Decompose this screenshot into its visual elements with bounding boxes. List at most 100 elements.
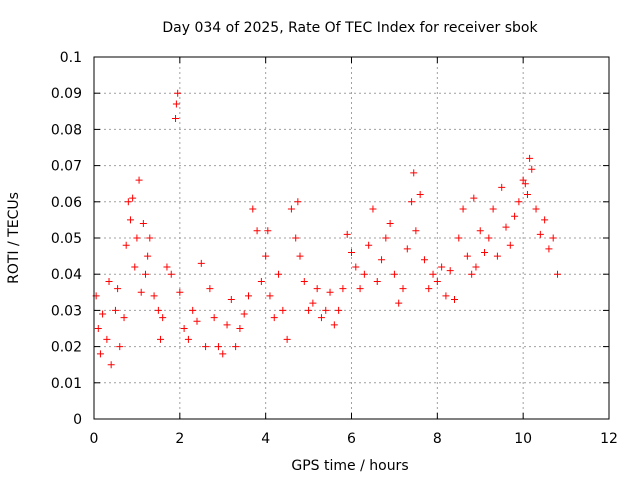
- data-point: [352, 263, 360, 271]
- x-axis-ticks: 0 2 4 6 8 10 12: [90, 57, 618, 447]
- data-point: [116, 343, 124, 351]
- data-point: [463, 252, 471, 260]
- data-point: [339, 285, 347, 293]
- data-point: [210, 314, 218, 322]
- data-point: [502, 223, 510, 231]
- data-point: [193, 317, 201, 325]
- data-point: [395, 299, 403, 307]
- data-point: [94, 325, 102, 332]
- data-point: [369, 205, 377, 213]
- y-tick-label: 0: [73, 412, 82, 428]
- data-point: [176, 288, 184, 296]
- y-tick-label: 0.07: [51, 159, 82, 175]
- data-point: [360, 270, 368, 278]
- data-point: [180, 325, 188, 332]
- data-point: [410, 169, 418, 177]
- data-point: [541, 216, 549, 224]
- data-point: [378, 256, 386, 264]
- data-point: [114, 285, 122, 293]
- data-point: [227, 296, 235, 304]
- data-point: [470, 194, 478, 202]
- data-point: [356, 285, 364, 293]
- data-point: [253, 227, 261, 235]
- chart-title: Day 034 of 2025, Rate Of TEC Index for r…: [162, 20, 538, 36]
- y-tick-label: 0.06: [51, 195, 82, 211]
- data-point: [111, 306, 119, 314]
- data-point: [146, 234, 154, 242]
- data-point: [317, 314, 325, 322]
- data-point: [294, 198, 302, 206]
- data-point: [219, 350, 227, 358]
- data-point: [283, 335, 291, 343]
- data-point: [133, 234, 141, 242]
- data-point: [532, 205, 540, 213]
- data-point: [521, 180, 529, 188]
- data-point: [139, 220, 147, 228]
- grid: [94, 57, 609, 419]
- y-tick-label: 0.04: [51, 267, 82, 283]
- data-point: [287, 205, 295, 213]
- data-point: [506, 241, 514, 249]
- data-point: [144, 252, 152, 260]
- y-tick-label: 0.1: [60, 50, 82, 66]
- data-point: [300, 277, 308, 285]
- data-point: [365, 241, 373, 249]
- data-point: [150, 292, 158, 300]
- data-point: [545, 245, 553, 253]
- data-point: [468, 270, 476, 278]
- data-point: [202, 343, 210, 351]
- data-point: [493, 252, 501, 260]
- x-tick-label: 0: [90, 431, 99, 447]
- data-point: [526, 154, 534, 162]
- data-point: [292, 234, 300, 242]
- data-point: [266, 292, 274, 300]
- data-point: [511, 212, 519, 220]
- x-tick-label: 6: [347, 431, 356, 447]
- x-tick-label: 2: [175, 431, 184, 447]
- data-point: [124, 198, 132, 206]
- data-point: [167, 270, 175, 278]
- data-point: [264, 227, 272, 235]
- y-tick-label: 0.09: [51, 86, 82, 102]
- data-point: [172, 115, 180, 123]
- data-point: [386, 220, 394, 228]
- data-point: [159, 314, 167, 322]
- data-point: [107, 361, 115, 369]
- y-axis-ticks: 0 0.01 0.02 0.03 0.04 0.05 0.06 0.07 0.08 0.09 0.1: [51, 50, 609, 428]
- data-point: [489, 205, 497, 213]
- data-point: [135, 176, 143, 184]
- data-point: [172, 100, 180, 108]
- data-point: [240, 310, 248, 318]
- data-point: [326, 288, 334, 296]
- data-point: [472, 263, 480, 271]
- y-tick-label: 0.08: [51, 122, 82, 138]
- data-point: [429, 270, 437, 278]
- y-tick-label: 0.03: [51, 303, 82, 319]
- data-point: [554, 270, 561, 278]
- data-point: [279, 306, 287, 314]
- y-tick-label: 0.01: [51, 376, 82, 392]
- data-point: [257, 277, 265, 285]
- data-point: [498, 183, 506, 191]
- data-point: [403, 245, 411, 253]
- data-point: [523, 191, 531, 199]
- data-point: [446, 267, 454, 275]
- data-point: [515, 198, 523, 206]
- x-tick-label: 4: [261, 431, 270, 447]
- data-point: [131, 263, 139, 271]
- data-point: [197, 259, 205, 267]
- data-point: [184, 335, 192, 343]
- data-point: [245, 292, 252, 300]
- data-point: [313, 285, 321, 293]
- data-point: [232, 343, 240, 351]
- data-point: [451, 296, 458, 304]
- x-axis-label: GPS time / hours: [291, 458, 408, 474]
- data-point: [348, 248, 355, 256]
- data-points: [92, 89, 561, 369]
- data-point: [373, 277, 381, 285]
- data-point: [105, 277, 113, 285]
- data-point: [163, 263, 171, 271]
- x-tick-label: 12: [600, 431, 618, 447]
- data-point: [122, 241, 130, 249]
